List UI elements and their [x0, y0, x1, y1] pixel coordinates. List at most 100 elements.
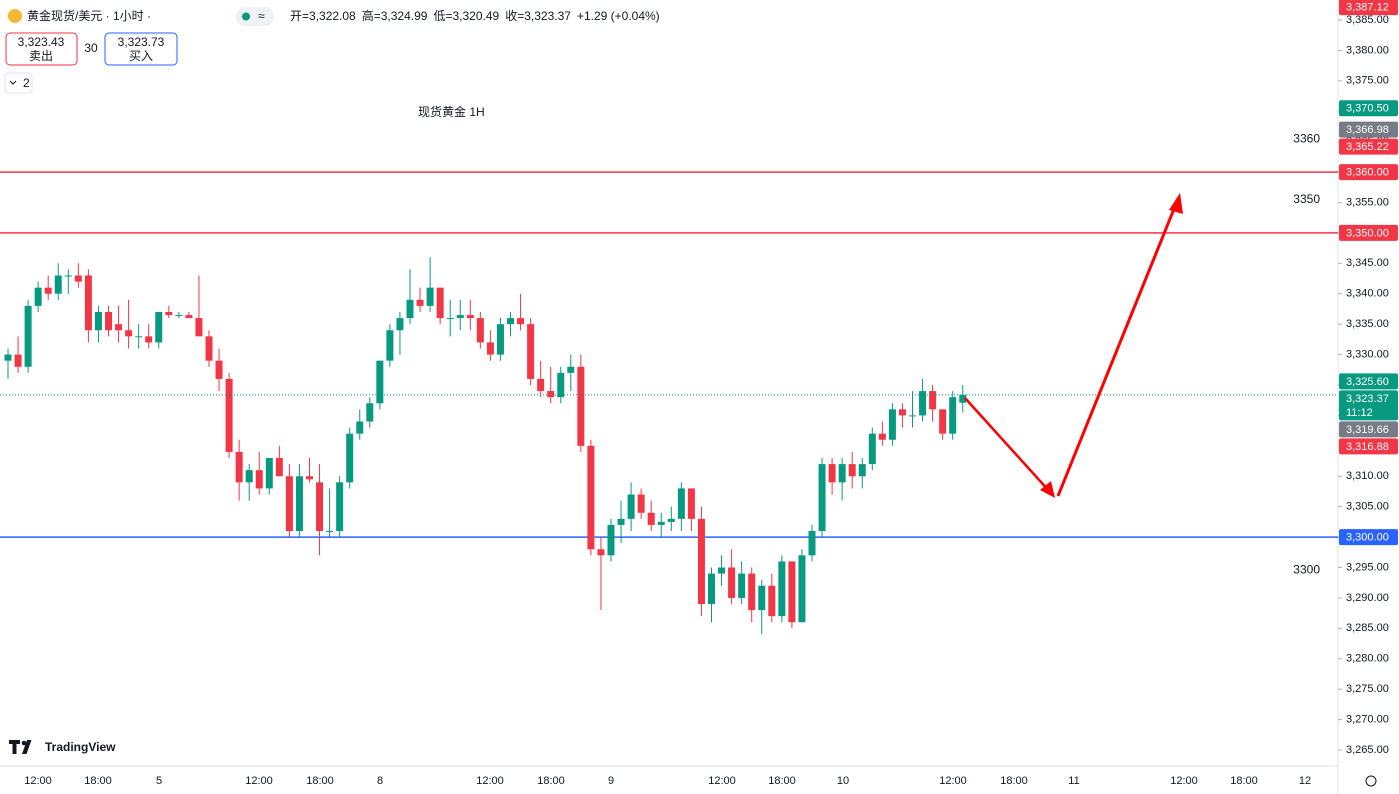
- candle-body: [597, 549, 605, 556]
- x-tick-label: 12:00: [476, 775, 504, 787]
- y-tick-label: 3,335.00: [1346, 318, 1389, 330]
- candle-body: [637, 494, 645, 513]
- arrow-up: [1056, 203, 1178, 497]
- x-tick-label: 5: [156, 775, 162, 787]
- candle-body: [366, 403, 374, 422]
- x-tick-label: 9: [608, 775, 614, 787]
- price-tag-label: 3,325.60: [1346, 376, 1389, 388]
- price-tag: [1339, 0, 1398, 16]
- x-tick-label: 18:00: [1230, 775, 1258, 787]
- candle-body: [436, 287, 444, 319]
- arrowhead: [1040, 481, 1055, 498]
- x-tick-label: 18:00: [306, 775, 334, 787]
- candle-body: [527, 324, 535, 379]
- candle-body: [617, 518, 625, 525]
- y-tick-label: 3,270.00: [1346, 713, 1389, 725]
- change: +1.29 (+0.04%): [577, 9, 660, 23]
- price-tag: [1339, 100, 1398, 117]
- candle-body: [828, 464, 836, 483]
- candle-body: [818, 464, 826, 531]
- candle-body: [135, 336, 143, 338]
- stat-value: 3,322.08: [309, 9, 356, 23]
- candle-body: [265, 458, 273, 489]
- candle-body: [285, 476, 293, 531]
- candle-body: [647, 512, 655, 525]
- stat-key: 高=: [362, 8, 381, 23]
- candle-body: [446, 318, 454, 320]
- logo-dot: [21, 740, 27, 746]
- x-tick-label: 18:00: [537, 775, 565, 787]
- indicator-toggle[interactable]: [4, 72, 33, 94]
- candle-body: [878, 433, 886, 440]
- candle-body: [416, 299, 424, 306]
- candle-body: [175, 315, 183, 317]
- candle-body: [14, 354, 22, 367]
- candle-body: [245, 470, 253, 483]
- x-tick-label: 12:00: [939, 775, 967, 787]
- candle-body: [758, 585, 766, 611]
- stat-key: 开=: [290, 9, 309, 23]
- spread: 30: [84, 41, 98, 55]
- candle-body: [697, 518, 705, 604]
- candle-body: [346, 433, 354, 483]
- candle-body: [155, 312, 163, 343]
- candle-body: [919, 391, 927, 416]
- candle-body: [165, 312, 173, 316]
- candle-body: [537, 378, 545, 392]
- symbol-title[interactable]: 黄金现货/美元 · 1小时 ·: [27, 8, 151, 23]
- brand: TradingView: [45, 740, 116, 754]
- price-tag-label: 3,366.98: [1346, 124, 1389, 136]
- indicator-count: 2: [23, 76, 30, 90]
- candle-body: [74, 275, 82, 282]
- x-tick-label: 12:00: [1170, 775, 1198, 787]
- candle-body: [34, 287, 42, 306]
- candle-body: [768, 585, 776, 617]
- candle-body: [557, 372, 565, 398]
- candle-body: [396, 318, 404, 331]
- candle-body: [909, 415, 916, 417]
- price-tag-label: 3,370.50: [1346, 103, 1389, 115]
- y-tick-label: 3,310.00: [1346, 470, 1389, 482]
- candle-body: [316, 482, 324, 531]
- candle-body: [858, 464, 866, 477]
- arrowhead: [1169, 193, 1183, 214]
- candle-body: [145, 336, 153, 343]
- status-badge[interactable]: [236, 7, 274, 26]
- price-tag-label: 3,360.00: [1346, 166, 1389, 178]
- price-tag-label: 3,350.00: [1346, 227, 1389, 239]
- price-tag-label: 3,365.22: [1346, 141, 1389, 153]
- arrow-down: [964, 397, 1051, 493]
- candle-body: [94, 312, 102, 331]
- candle-body: [778, 561, 786, 617]
- status-icon: ≈: [258, 9, 265, 23]
- y-tick-label: 3,345.00: [1346, 257, 1389, 269]
- buy-price: 3,323.73: [118, 35, 165, 49]
- x-tick-label: 12:00: [24, 775, 52, 787]
- y-tick-label: 3,330.00: [1346, 348, 1389, 360]
- candle-body: [808, 531, 816, 556]
- candle-body: [185, 315, 193, 319]
- candle-body: [788, 561, 796, 623]
- price-tag: [1339, 138, 1398, 155]
- candle-body: [44, 287, 52, 294]
- x-tick-label: 12:00: [245, 775, 273, 787]
- candle-body: [406, 299, 414, 319]
- settings-icon[interactable]: [1365, 775, 1377, 787]
- price-tag: [1339, 529, 1398, 546]
- buy-label: 买入: [129, 49, 153, 63]
- candle-body: [959, 394, 967, 403]
- candle-body: [496, 324, 504, 355]
- candle-body: [105, 312, 112, 331]
- price-tag: [1339, 373, 1398, 390]
- candle-body: [939, 409, 947, 434]
- sell-price: 3,323.43: [18, 35, 65, 49]
- x-tick-label: 12: [1299, 775, 1311, 787]
- sell-button[interactable]: [5, 32, 78, 66]
- buy-button[interactable]: [104, 32, 178, 66]
- level-label: 3350: [1293, 192, 1320, 206]
- candle-body: [215, 360, 223, 379]
- stat-value: 3,320.49: [452, 9, 499, 23]
- y-tick-label: 3,285.00: [1346, 622, 1389, 634]
- candle-body: [326, 531, 334, 532]
